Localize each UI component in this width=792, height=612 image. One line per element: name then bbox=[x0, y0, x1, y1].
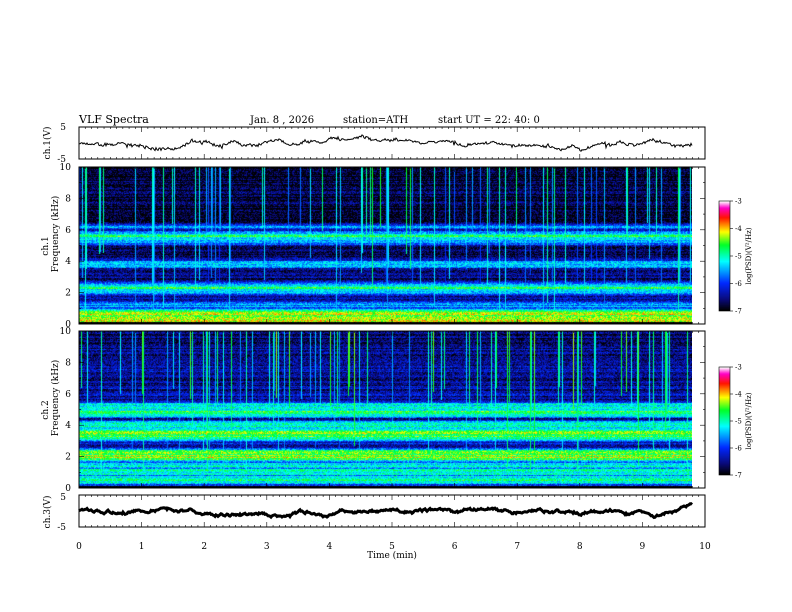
ch3-ytick-top: 5 bbox=[60, 493, 66, 503]
figure-title: VLF Spectra bbox=[78, 113, 149, 126]
ch3-ytick-bottom: -5 bbox=[57, 523, 66, 533]
ch1-colorbar-tick-label: -3 bbox=[735, 198, 742, 206]
ch2-channel-label: ch.2 bbox=[41, 400, 51, 419]
ch1-ytick-bottom: -5 bbox=[57, 155, 66, 165]
ch1-spectrogram-ytick-label: 2 bbox=[65, 289, 71, 299]
ch1-spectrogram-ytick-label: 8 bbox=[65, 194, 71, 204]
ch2-colorbar-tick-label: -6 bbox=[735, 445, 742, 453]
x-axis-tick-label: 4 bbox=[327, 542, 333, 552]
ch1-spectrogram-yticks: 0 2 4 6 8 10 bbox=[60, 163, 705, 330]
ch2-spectrogram-ytick-label: 8 bbox=[65, 358, 71, 368]
ch2-frequency-label: Frequency (kHz) bbox=[50, 360, 61, 437]
ch1-waveform-panel: 5 -5 ch.1(V) bbox=[42, 123, 706, 165]
ch2-spectrogram-canvas-holder bbox=[79, 331, 692, 488]
ch2-spectrogram-ytick-label: 4 bbox=[65, 421, 71, 431]
ch1-spectrogram-xticks bbox=[78, 167, 706, 324]
x-axis-tick-label: 6 bbox=[452, 542, 458, 552]
ch2-colorbar-tick-label: -7 bbox=[735, 472, 742, 480]
x-axis-tick-label: 2 bbox=[201, 542, 207, 552]
x-axis-tick-label: 7 bbox=[514, 542, 520, 552]
ch2-spectrogram-ytick-label: 2 bbox=[65, 453, 71, 463]
x-axis-tick-labels: 0 1 2 3 4 5 6 7 8 9 10 bbox=[76, 542, 711, 552]
ch1-colorbar-label: log(PSD)(V²/Hz) bbox=[745, 227, 753, 284]
ch2-colorbar-tick-label: -4 bbox=[735, 391, 742, 399]
station-label: station=ATH bbox=[343, 115, 409, 126]
ch1-trace bbox=[79, 134, 693, 152]
start-time-label: start UT = 22: 40: 0 bbox=[438, 115, 540, 126]
ch1-waveform-ylabel: ch.1(V) bbox=[42, 127, 53, 160]
ch2-colorbar-image bbox=[719, 367, 730, 475]
ch2-spectrogram-image bbox=[79, 331, 692, 488]
ch1-channel-label: ch.1 bbox=[41, 236, 51, 255]
ch2-colorbar-tick-label: -3 bbox=[735, 364, 742, 372]
ch3-waveform-panel: 5 -5 ch.3(V) bbox=[42, 493, 706, 533]
x-axis-tick-label: 5 bbox=[389, 542, 395, 552]
ch2-colorbar-holder bbox=[719, 367, 730, 475]
ch2-spectrogram-ytick-label: 10 bbox=[60, 327, 72, 337]
ch3-waveform-xticks bbox=[78, 495, 706, 527]
ch1-colorbar-tick-label: -5 bbox=[735, 253, 742, 261]
ch1-spectrogram-image bbox=[79, 167, 692, 324]
ch1-ytick-top: 5 bbox=[60, 123, 66, 133]
ch2-spectrogram-ytick-label: 6 bbox=[65, 390, 71, 400]
ch2-spectrogram-ytick-label: 0 bbox=[65, 484, 71, 494]
x-axis-tick-label: 9 bbox=[640, 542, 646, 552]
ch1-spectrogram-ytick-label: 10 bbox=[60, 163, 72, 173]
ch3-trace bbox=[78, 502, 694, 520]
ch1-colorbar-holder bbox=[719, 201, 730, 311]
ch2-colorbar-ticks: -3 -4 -5 -6 -7 bbox=[730, 364, 742, 480]
ch2-spectrogram-xticks bbox=[78, 331, 706, 488]
ch1-spectrogram-ytick-label: 0 bbox=[65, 320, 71, 330]
ch1-colorbar-tick-label: -6 bbox=[735, 280, 742, 288]
x-axis-tick-label: 3 bbox=[264, 542, 270, 552]
x-axis-label: Time (min) bbox=[367, 550, 417, 561]
date-label: Jan. 8 , 2026 bbox=[249, 115, 314, 126]
ch2-colorbar-label: log(PSD)(V²/Hz) bbox=[745, 392, 753, 449]
ch1-frequency-label: Frequency (kHz) bbox=[50, 196, 61, 273]
x-axis-tick-label: 8 bbox=[577, 542, 583, 552]
ch1-spectrogram-ytick-label: 6 bbox=[65, 226, 71, 236]
ch1-spectrogram-canvas-holder bbox=[79, 167, 692, 324]
ch2-colorbar-tick-label: -5 bbox=[735, 418, 742, 426]
ch2-spectrogram-yticks: 0 2 4 6 8 10 bbox=[60, 327, 705, 494]
ch1-colorbar-tick-label: -7 bbox=[735, 308, 742, 316]
ch1-colorbar-tick-label: -4 bbox=[735, 225, 742, 233]
x-axis-tick-label: 10 bbox=[699, 542, 711, 552]
ch1-colorbar-ticks: -3 -4 -5 -6 -7 bbox=[730, 198, 742, 316]
ch1-colorbar-image bbox=[719, 201, 730, 311]
ch1-waveform-xticks bbox=[78, 127, 706, 159]
x-axis-tick-label: 0 bbox=[76, 542, 82, 552]
ch3-waveform-ylabel: ch.3(V) bbox=[42, 496, 53, 529]
ch1-spectrogram-ytick-label: 4 bbox=[65, 257, 71, 267]
x-axis-tick-label: 1 bbox=[139, 542, 145, 552]
